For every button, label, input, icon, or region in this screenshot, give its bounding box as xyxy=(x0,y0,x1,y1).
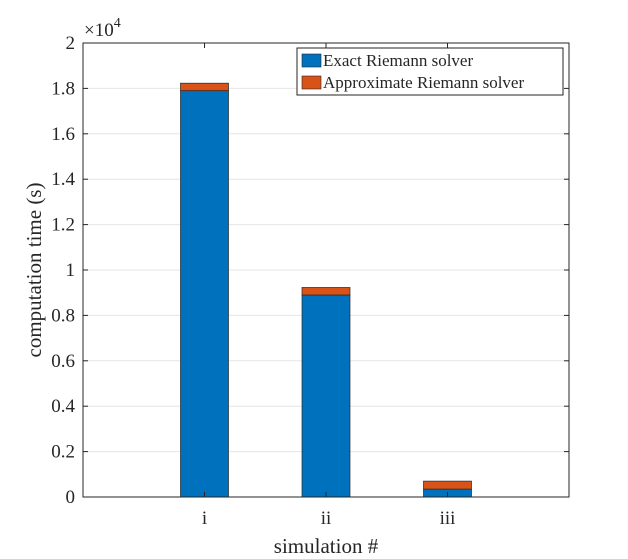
legend-entry-exact: Exact Riemann solver xyxy=(323,51,473,70)
bar-approximate-ii xyxy=(301,287,351,296)
y-axis-label: computation time (s) xyxy=(22,183,46,358)
y-tick-label: 0.8 xyxy=(51,305,75,326)
legend-swatch-exact xyxy=(301,53,322,68)
legend-entry-approximate: Approximate Riemann solver xyxy=(323,73,524,92)
y-tick-label: 1.4 xyxy=(51,169,75,190)
x-tick-label: ii xyxy=(321,508,332,529)
legend-swatch-approximate xyxy=(301,75,322,90)
bar-exact-i xyxy=(180,90,229,498)
y-tick-label: 1.2 xyxy=(51,215,75,236)
x-axis-label: simulation # xyxy=(274,534,379,558)
y-exponent-power: 4 xyxy=(114,16,121,31)
y-tick-label: 0 xyxy=(66,487,76,508)
bar-exact-ii xyxy=(301,294,351,498)
y-tick-label: 0.6 xyxy=(51,351,75,372)
x-axis-ticks: i ii iii xyxy=(202,43,456,529)
y-tick-label: 0.4 xyxy=(51,396,75,417)
bar-approximate-i xyxy=(180,82,229,92)
bars xyxy=(180,82,472,498)
bar-approximate-iii xyxy=(423,480,472,490)
x-tick-label: i xyxy=(202,508,207,529)
x-tick-label: iii xyxy=(440,508,456,529)
y-tick-label: 1.6 xyxy=(51,124,75,145)
y-tick-label: 1 xyxy=(66,260,76,281)
y-exponent-label: ×104 xyxy=(84,16,121,41)
y-tick-label: 1.8 xyxy=(51,78,75,99)
legend-box xyxy=(296,47,564,96)
legend: Exact Riemann solver Approximate Riemann… xyxy=(296,47,564,96)
y-axis-ticks: 0 0.2 0.4 0.6 0.8 1 1.2 1.4 1.6 1.8 2 xyxy=(51,33,569,508)
y-tick-label: 2 xyxy=(66,33,76,54)
y-tick-label: 0.2 xyxy=(51,442,75,463)
